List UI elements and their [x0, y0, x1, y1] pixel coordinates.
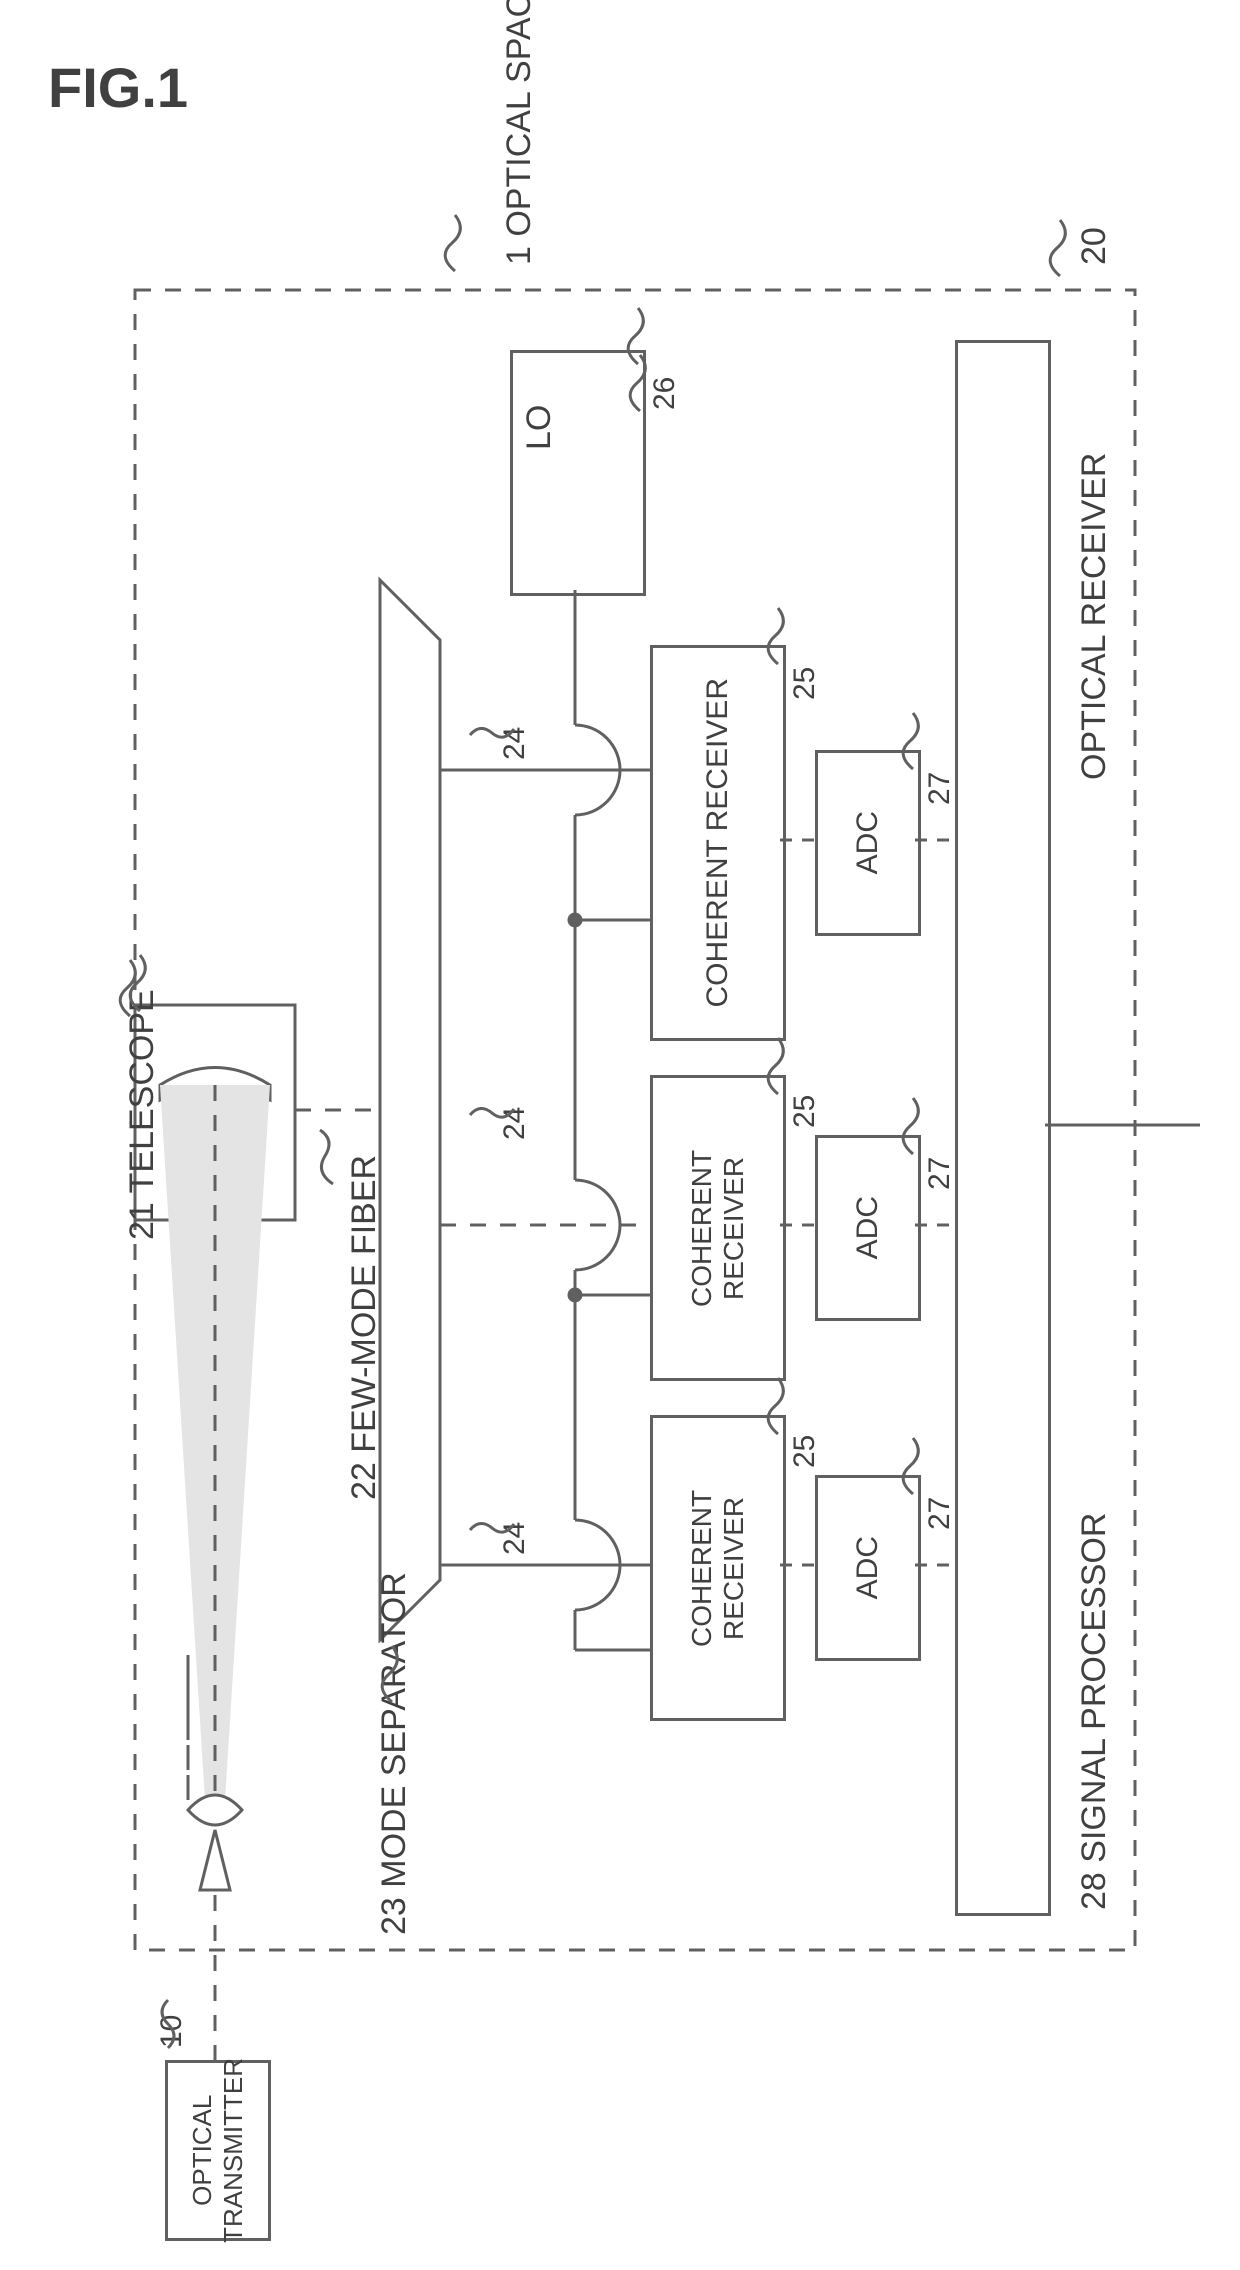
telescope-to-separator [0, 0, 1240, 2270]
